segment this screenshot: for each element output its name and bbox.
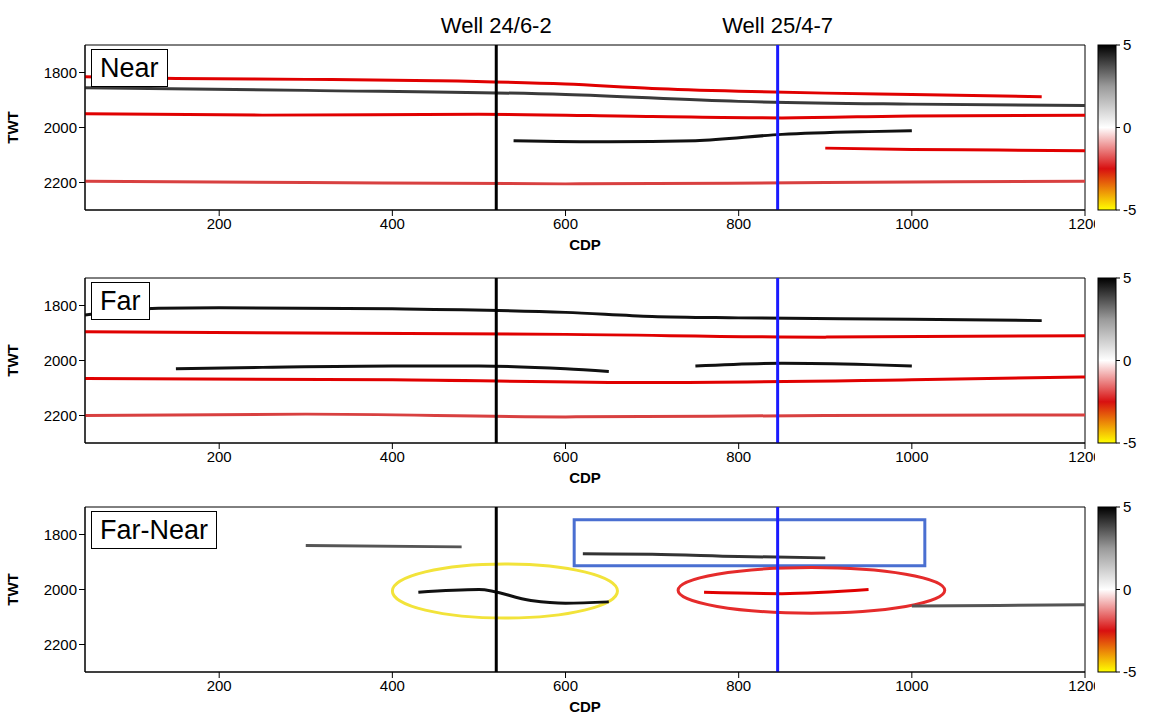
svg-text:2000: 2000 (44, 119, 77, 136)
svg-text:Well 25/4-7: Well 25/4-7 (722, 13, 833, 38)
svg-text:400: 400 (380, 448, 405, 465)
html-text:Far-Near: Far-Near (100, 515, 208, 545)
svg-text:CDP: CDP (569, 469, 601, 486)
html-text:Far: Far (100, 286, 141, 316)
svg-text:-5: -5 (1123, 201, 1136, 218)
svg-text:1200: 1200 (1068, 448, 1095, 465)
svg-text:800: 800 (726, 677, 751, 694)
svg-text:400: 400 (380, 677, 405, 694)
svg-text:-5: -5 (1123, 663, 1136, 680)
svg-text:5: 5 (1123, 269, 1131, 286)
svg-text:600: 600 (553, 677, 578, 694)
svg-text:CDP: CDP (569, 236, 601, 253)
svg-text:CDP: CDP (569, 698, 601, 715)
svg-text:400: 400 (380, 215, 405, 232)
svg-text:TWT: TWT (4, 111, 21, 143)
svg-text:2200: 2200 (44, 636, 77, 653)
svg-text:5: 5 (1123, 36, 1131, 53)
svg-text:TWT: TWT (4, 573, 21, 605)
svg-text:200: 200 (207, 448, 232, 465)
svg-text:800: 800 (726, 215, 751, 232)
svg-text:1800: 1800 (44, 297, 77, 314)
svg-text:1800: 1800 (44, 64, 77, 81)
svg-text:2000: 2000 (44, 581, 77, 598)
svg-text:0: 0 (1123, 119, 1131, 136)
svg-text:1200: 1200 (1068, 677, 1095, 694)
svg-text:2200: 2200 (44, 407, 77, 424)
svg-text:600: 600 (553, 448, 578, 465)
html-text:Near: Near (100, 53, 159, 83)
svg-text:TWT: TWT (4, 344, 21, 376)
svg-text:0: 0 (1123, 581, 1131, 598)
svg-text:1800: 1800 (44, 526, 77, 543)
svg-text:800: 800 (726, 448, 751, 465)
svg-text:1000: 1000 (895, 215, 928, 232)
svg-text:2200: 2200 (44, 174, 77, 191)
svg-text:-5: -5 (1123, 434, 1136, 451)
svg-text:600: 600 (553, 215, 578, 232)
svg-text:1000: 1000 (895, 677, 928, 694)
svg-text:1200: 1200 (1068, 215, 1095, 232)
svg-text:Well 24/6-2: Well 24/6-2 (441, 13, 552, 38)
svg-text:200: 200 (207, 677, 232, 694)
svg-text:0: 0 (1123, 352, 1131, 369)
svg-text:5: 5 (1123, 498, 1131, 515)
svg-text:2000: 2000 (44, 352, 77, 369)
svg-text:1000: 1000 (895, 448, 928, 465)
svg-text:200: 200 (207, 215, 232, 232)
